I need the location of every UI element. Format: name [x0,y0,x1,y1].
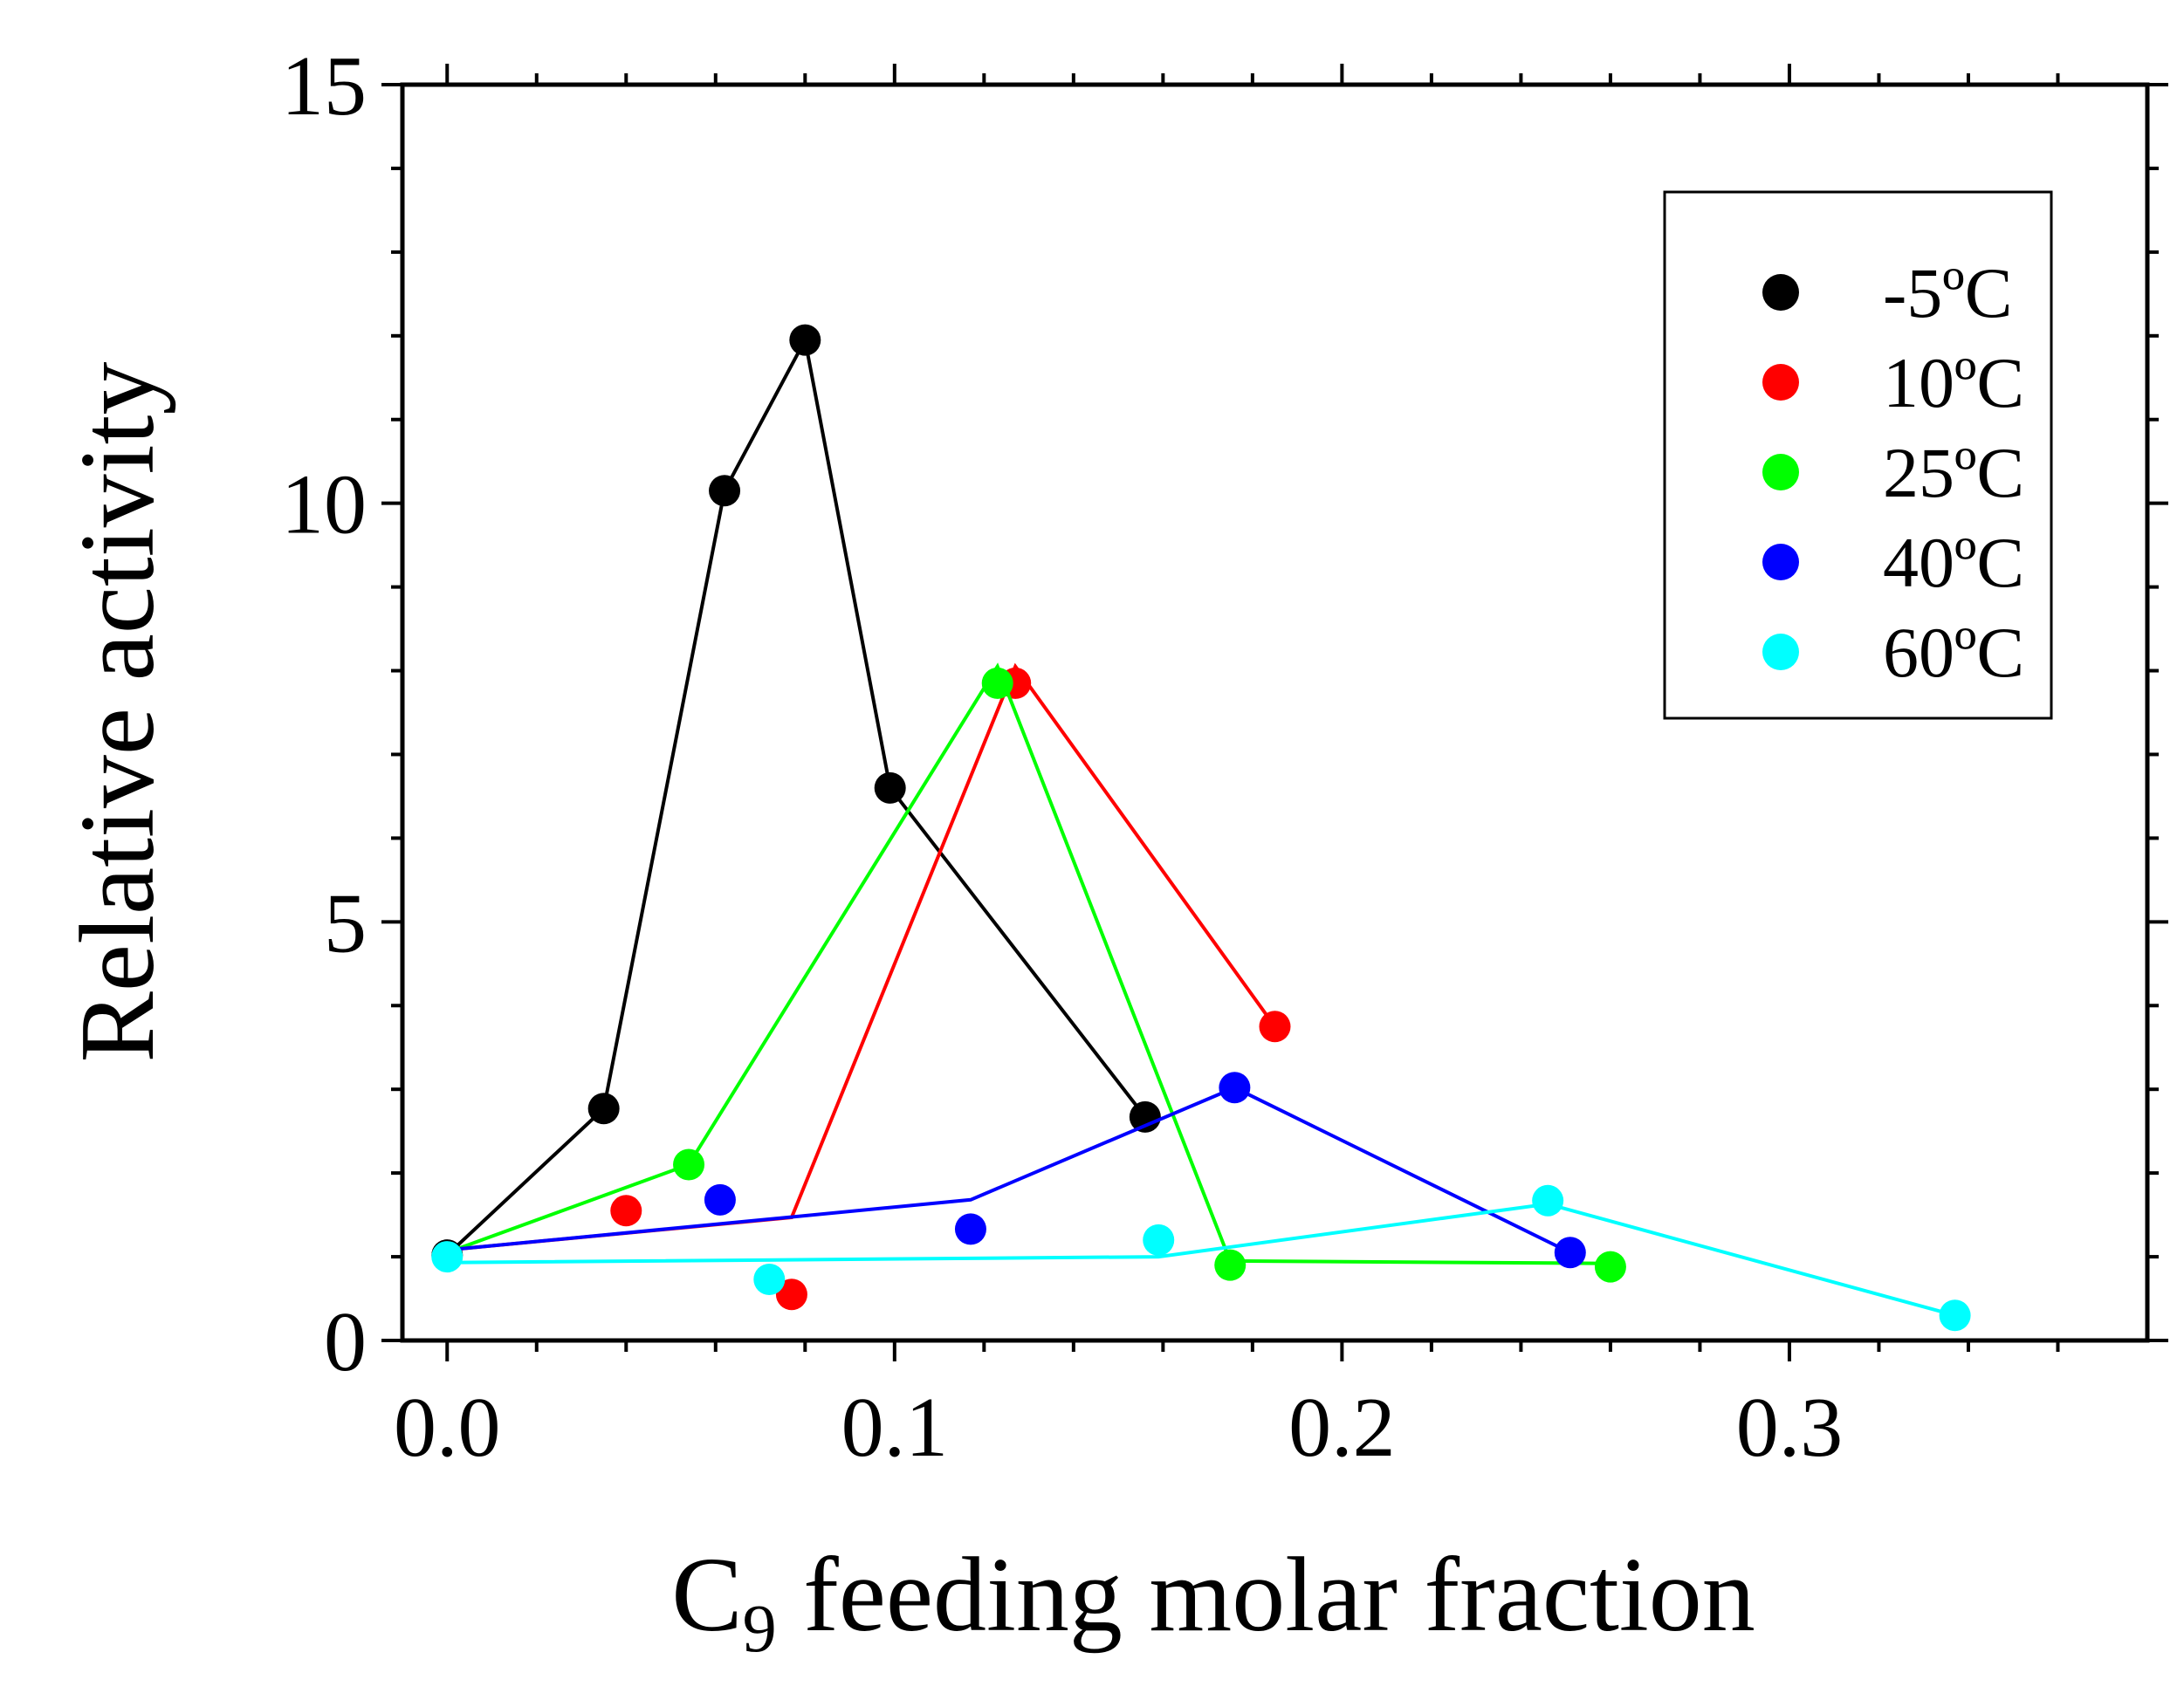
legend: -5ºC 10ºC 25ºC 40ºC 60ºC [1663,190,2053,720]
data-point [587,1093,620,1125]
data-point [775,1279,807,1311]
ticks-layer [381,64,2168,1361]
data-point [704,1183,736,1216]
series-1 [447,662,1291,1311]
legend-entry: 60ºC [1762,613,2024,692]
series-line [446,662,1611,1265]
series-2 [446,662,1626,1283]
legend-entry: 10ºC [1762,343,2024,422]
series-line [447,1202,1956,1318]
series-layer [431,324,1971,1332]
data-point [1259,1011,1291,1043]
data-point [753,1263,786,1295]
legend-label: 40ºC [1883,523,2024,602]
legend-entry: 25ºC [1762,433,2024,512]
legend-box [1663,190,2053,720]
legend-label: 25ºC [1883,433,2024,512]
x-tick-label: 0.1 [841,1381,949,1475]
legend-entry: 40ºC [1762,523,2024,602]
x-tick-label: 0.3 [1736,1381,1844,1475]
y-tick-label: 5 [324,876,367,970]
legend-label: 60ºC [1883,613,2024,692]
legend-entry: -5ºC [1762,253,2012,332]
y-tick-label: 10 [281,458,367,552]
legend-marker [1762,544,1799,580]
x-axis-title-subscript: 9 [743,1590,777,1666]
legend-marker [1762,274,1799,311]
data-point [1143,1224,1175,1256]
data-point [954,1213,986,1245]
y-tick-label: 15 [281,39,367,134]
legend-label: 10ºC [1883,343,2024,422]
legend-marker [1762,454,1799,490]
x-axis-title-main: C [671,1536,742,1654]
data-point [610,1195,642,1227]
data-point [1129,1100,1161,1133]
data-point [1219,1072,1251,1104]
x-axis-title-rest: feeding molar fraction [777,1536,1755,1654]
data-point [874,771,906,804]
data-point [1554,1237,1586,1269]
data-point [981,667,1013,699]
series-3 [447,1072,1586,1269]
data-point [1594,1251,1626,1283]
series-line [447,1086,1571,1255]
legend-entries: -5ºC 10ºC 25ºC 40ºC 60ºC [1762,253,2024,692]
series-4 [431,1184,1971,1332]
legend-marker [1762,634,1799,670]
y-tick-label: 0 [324,1295,367,1389]
series-line [445,334,1147,1257]
series-line [447,662,1277,1252]
x-axis-title: C9 feeding molar fraction [671,1536,1755,1666]
series-0 [431,324,1161,1272]
data-point [789,324,821,356]
data-point [673,1148,705,1181]
data-point [1532,1184,1564,1217]
data-point [1214,1249,1247,1281]
legend-marker [1762,364,1799,401]
data-point [709,475,741,507]
y-axis-title: Relative activity [58,362,176,1063]
data-point [1939,1299,1971,1332]
x-tick-label: 0.2 [1288,1381,1396,1475]
x-tick-label: 0.0 [394,1381,501,1475]
legend-label: -5ºC [1883,253,2012,332]
plot-frame [400,82,2150,1343]
data-point [431,1241,464,1273]
tick-labels-layer: 0.0 0.1 0.2 0.3 0 5 10 15 [281,39,1843,1475]
